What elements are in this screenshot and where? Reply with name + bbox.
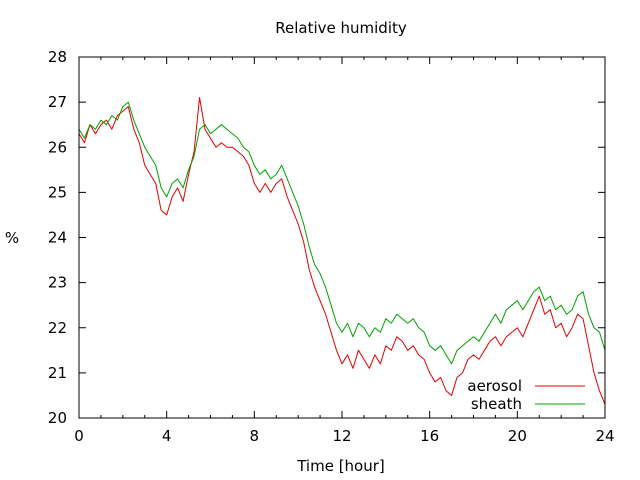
y-tick-label: 26 bbox=[48, 138, 67, 156]
x-tick-label: 24 bbox=[595, 427, 614, 445]
x-tick-label: 12 bbox=[332, 427, 351, 445]
y-tick-label: 25 bbox=[48, 183, 67, 201]
x-tick-label: 0 bbox=[74, 427, 84, 445]
legend-label-sheath: sheath bbox=[471, 395, 522, 413]
y-tick-label: 22 bbox=[48, 319, 67, 337]
x-tick-label: 4 bbox=[162, 427, 172, 445]
y-tick-label: 20 bbox=[48, 409, 67, 427]
x-tick-label: 16 bbox=[420, 427, 439, 445]
x-tick-label: 8 bbox=[250, 427, 260, 445]
y-tick-label: 27 bbox=[48, 93, 67, 111]
legend-label-aerosol: aerosol bbox=[467, 377, 522, 395]
y-tick-label: 21 bbox=[48, 364, 67, 382]
series-line-sheath bbox=[78, 101, 606, 365]
plot-frame bbox=[78, 56, 606, 419]
chart-title: Relative humidity bbox=[275, 19, 407, 37]
x-axis-label: Time [hour] bbox=[296, 457, 385, 475]
x-tick-label: 20 bbox=[508, 427, 527, 445]
series-line-aerosol bbox=[78, 97, 606, 405]
axis-ticks: 0 4 8 12 16 20 24 20 21 22 23 24 25 26 27 28 bbox=[48, 48, 615, 445]
y-tick-label: 28 bbox=[48, 48, 67, 66]
y-tick-label: 23 bbox=[48, 274, 67, 292]
y-axis-label: % bbox=[5, 229, 19, 247]
series-layer bbox=[78, 97, 606, 405]
y-tick-label: 24 bbox=[48, 229, 67, 247]
